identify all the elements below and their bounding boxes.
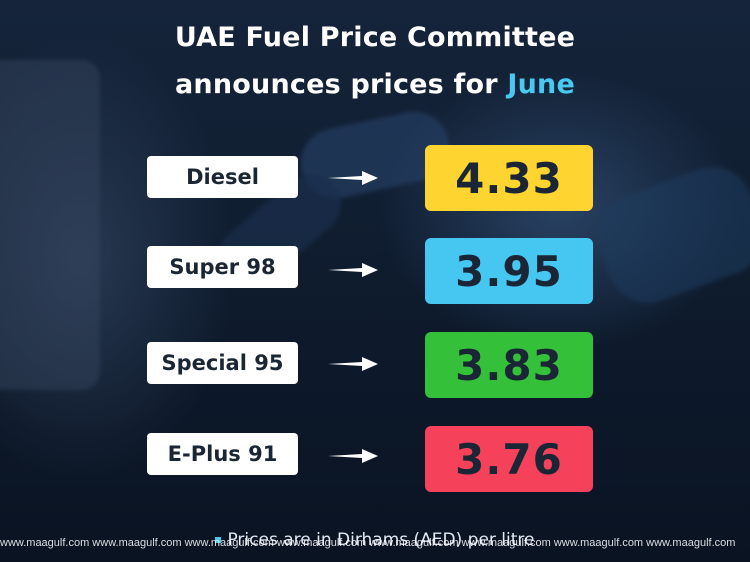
title-line-1: UAE Fuel Price Committee <box>174 22 576 53</box>
arrow-right-icon <box>328 449 378 463</box>
title-line-2-prefix: announces prices for <box>175 69 508 100</box>
arrow-right-icon <box>328 263 378 277</box>
bullet-icon <box>215 537 222 543</box>
page-title: UAE Fuel Price Committee announces price… <box>0 14 750 108</box>
fuel-label-diesel: Diesel <box>147 156 298 198</box>
price-value-diesel: 4.33 <box>455 153 563 203</box>
price-value-e-plus-91: 3.76 <box>455 434 563 484</box>
watermark: www.maagulf.com www.maagulf.com www.maag… <box>0 537 736 549</box>
pump-shape <box>0 60 100 390</box>
price-box-diesel: 4.33 <box>425 145 593 211</box>
footnote-text: Prices are in Dirhams (AED) per litre <box>227 530 535 550</box>
fuel-label-e-plus-91: E-Plus 91 <box>147 433 298 475</box>
arrow-right-icon <box>328 171 378 185</box>
title-line-2: announces prices for June <box>0 61 750 108</box>
footnote: Prices are in Dirhams (AED) per litre <box>0 530 750 552</box>
month-highlight: June <box>507 69 575 100</box>
fuel-label-special-95: Special 95 <box>147 342 298 384</box>
car-shape <box>586 155 750 315</box>
arrow-right-icon <box>328 357 378 371</box>
price-box-super-98: 3.95 <box>425 238 593 304</box>
fuel-label-super-98: Super 98 <box>147 246 298 288</box>
price-value-special-95: 3.83 <box>455 340 563 390</box>
price-box-special-95: 3.83 <box>425 332 593 398</box>
price-box-e-plus-91: 3.76 <box>425 426 593 492</box>
price-value-super-98: 3.95 <box>455 246 563 296</box>
